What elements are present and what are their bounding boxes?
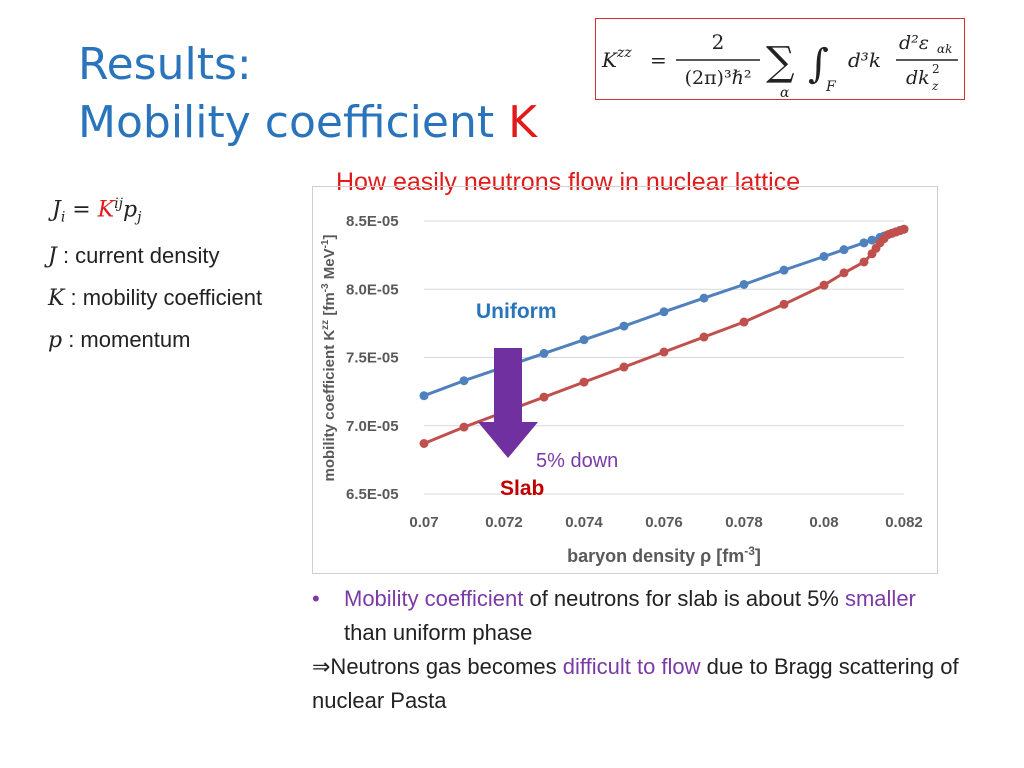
- eq-ij: ij: [114, 196, 123, 212]
- mobility-formula: K zz = 2 (2π)³ℏ² ∑ α ∫ F d³k d²ε αk dk z…: [601, 30, 958, 101]
- formula-lhs: K: [601, 48, 618, 72]
- uniform-data-point: [779, 265, 789, 275]
- slab-data-point: [899, 224, 909, 234]
- definition-momentum: p : momentum: [48, 327, 190, 353]
- formula-measure: d³k: [848, 48, 881, 72]
- note-text: than uniform phase: [344, 620, 533, 645]
- slab-data-point: [619, 362, 629, 372]
- uniform-data-point: [539, 348, 549, 358]
- def-text: : momentum: [62, 327, 191, 352]
- slab-series-label: Slab: [500, 477, 544, 500]
- five-percent-annotation: 5% down: [536, 450, 618, 472]
- note-text: ⇒Neutrons gas becomes: [312, 654, 563, 679]
- x-tick-label: 0.074: [565, 514, 603, 531]
- y-tick-label: 7.5E-05: [346, 350, 399, 367]
- def-text: : current density: [56, 243, 220, 268]
- uniform-data-point: [819, 251, 829, 261]
- definition-mobility: K : mobility coefficient: [48, 285, 262, 311]
- formula-deriv-den: dk: [906, 67, 930, 89]
- slab-data-point: [739, 317, 749, 327]
- note-term-smaller: smaller: [844, 586, 916, 611]
- uniform-data-point: [619, 321, 629, 331]
- uniform-data-point: [459, 376, 469, 386]
- uniform-data-point: [419, 391, 429, 401]
- slab-data-point: [859, 257, 869, 267]
- slab-data-point: [579, 377, 589, 387]
- x-tick-label: 0.072: [485, 514, 523, 531]
- current-equation: Ji = Kijpj: [52, 196, 141, 226]
- def-symbol: J: [48, 244, 57, 269]
- formula-numerator: 2: [712, 30, 725, 54]
- chart-frame: [312, 186, 938, 574]
- y-tick-label: 6.5E-05: [346, 486, 399, 503]
- formula-int-sub: F: [825, 79, 837, 95]
- formula-box: K zz = 2 (2π)³ℏ² ∑ α ∫ F d³k d²ε αk dk z…: [595, 18, 965, 101]
- x-tick-label: 0.078: [725, 514, 763, 531]
- slab-data-point: [779, 299, 789, 309]
- notes: • Mobility coefficient of neutrons for sl…: [312, 582, 962, 718]
- mobility-chart: 6.5E-05 7.0E-05 7.5E-05 8.0E-05 8.5E-05 0.07 0…: [320, 213, 923, 566]
- note-term-mobility: Mobility coefficient: [344, 586, 524, 611]
- eq-i: i: [60, 209, 66, 226]
- formula-sum: ∑: [766, 39, 795, 85]
- down-arrow: [478, 348, 538, 458]
- eq-J: J: [52, 197, 61, 223]
- def-symbol: K: [48, 286, 65, 311]
- y-tick-label: 7.0E-05: [346, 418, 399, 435]
- uniform-series-label: Uniform: [476, 300, 557, 323]
- slab-data-point: [459, 422, 469, 432]
- title-line-2: Mobility coefficient: [78, 97, 509, 148]
- slab-data-point: [539, 392, 549, 402]
- slab-data-point: [839, 268, 849, 278]
- note-term-difficult: difficult to flow: [562, 654, 701, 679]
- conclusion: ⇒Neutrons gas becomes difficult to flow …: [312, 650, 962, 718]
- formula-deriv-num-sub: αk: [937, 42, 952, 56]
- y-axis-label: mobility coefficient Kzz [fm-3 MeV-1]: [320, 234, 338, 481]
- page-title: Results: Mobility coefficient K: [78, 36, 537, 152]
- eq-equals: =: [65, 197, 98, 223]
- uniform-data-point: [739, 279, 749, 289]
- slab-data-point: [419, 438, 429, 448]
- bullet-marker: •: [312, 586, 320, 611]
- formula-deriv-den-sup: 2: [932, 62, 940, 76]
- eq-K: K: [97, 197, 115, 223]
- note-text: of neutrons for slab is about 5%: [523, 586, 845, 611]
- slab-data-point: [819, 280, 829, 290]
- formula-equals: =: [650, 48, 667, 72]
- x-tick-label: 0.076: [645, 514, 683, 531]
- note-text: due to Bragg scattering of nuclear Pasta: [312, 654, 959, 713]
- formula-lhs-sup: zz: [616, 45, 632, 61]
- title-k-symbol: K: [508, 97, 537, 148]
- slab-data-point: [699, 332, 709, 342]
- formula-deriv-den-sub: z: [931, 79, 939, 93]
- formula-deriv-num: d²ε: [899, 32, 929, 54]
- x-tick-label: 0.082: [885, 514, 923, 531]
- slab-data-point: [659, 347, 669, 357]
- y-tick-label: 8.0E-05: [346, 281, 399, 298]
- uniform-data-point: [659, 307, 669, 317]
- formula-sum-sub: α: [780, 85, 790, 101]
- uniform-data-point: [579, 335, 589, 345]
- uniform-data-point: [839, 245, 849, 255]
- uniform-data-point: [859, 238, 869, 248]
- eq-j: j: [137, 209, 142, 226]
- uniform-data-point: [699, 293, 709, 303]
- def-text: : mobility coefficient: [64, 285, 263, 310]
- eq-p: p: [123, 197, 138, 223]
- chart-subtitle: How easily neutrons flow in nuclear latt…: [336, 168, 801, 196]
- formula-denominator: (2π)³ℏ²: [685, 67, 752, 89]
- bullet-1: • Mobility coefficient of neutrons for sl…: [312, 582, 962, 650]
- definition-current-density: J : current density: [48, 243, 219, 269]
- uniform-data-point: [867, 235, 877, 245]
- y-tick-label: 8.5E-05: [346, 213, 399, 230]
- title-line-1: Results:: [78, 39, 252, 90]
- x-axis-label: baryon density ρ [fm-3]: [567, 544, 761, 566]
- x-tick-label: 0.08: [809, 514, 838, 531]
- formula-integral: ∫: [808, 41, 829, 87]
- def-symbol: p: [48, 328, 63, 353]
- x-tick-label: 0.07: [409, 514, 438, 531]
